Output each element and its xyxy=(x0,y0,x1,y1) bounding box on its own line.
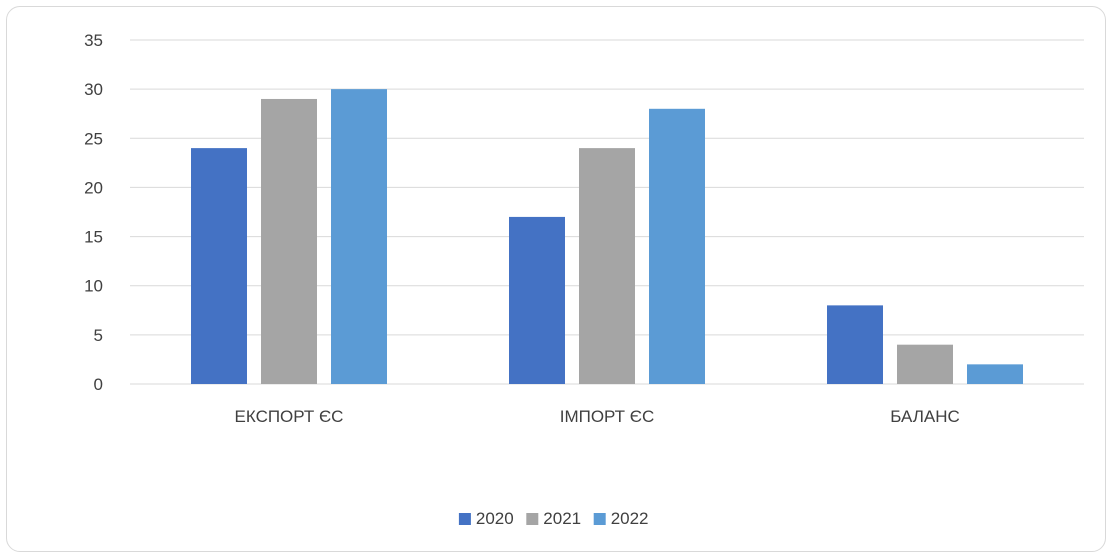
y-tick-label: 0 xyxy=(94,375,103,394)
y-tick-label: 25 xyxy=(84,129,103,148)
bar-2022-0 xyxy=(331,89,387,385)
legend-label: 2021 xyxy=(543,509,581,528)
y-tick-label: 15 xyxy=(84,228,103,247)
category-label: БАЛАНС xyxy=(890,407,960,426)
bar-2022-2 xyxy=(967,364,1023,384)
bar-2020-0 xyxy=(191,148,247,384)
bar-2020-1 xyxy=(509,216,565,384)
bars xyxy=(191,89,1023,385)
category-label: ІМПОРТ ЄС xyxy=(560,407,655,426)
legend-label: 2020 xyxy=(476,509,514,528)
legend: 2020 2021 2022 xyxy=(458,509,649,528)
y-tick-label: 35 xyxy=(84,31,103,50)
y-tick-label: 30 xyxy=(84,80,103,99)
legend-swatch-2021 xyxy=(526,513,539,525)
bar-2021-1 xyxy=(579,148,635,384)
bar-2022-1 xyxy=(649,108,705,385)
legend-swatch-2020 xyxy=(458,513,471,525)
bar-2020-2 xyxy=(827,305,883,384)
y-axis-tick-labels: 0 5 10 15 20 25 30 35 xyxy=(84,31,103,394)
bar-2021-0 xyxy=(261,98,317,384)
bar-2021-2 xyxy=(897,344,953,384)
y-tick-label: 20 xyxy=(84,178,103,197)
category-labels: ЕКСПОРТ ЄС ІМПОРТ ЄС БАЛАНС xyxy=(235,407,960,426)
category-label: ЕКСПОРТ ЄС xyxy=(235,407,344,426)
legend-swatch-2022 xyxy=(593,513,606,525)
y-tick-label: 10 xyxy=(84,277,103,296)
legend-label: 2022 xyxy=(611,509,649,528)
y-tick-label: 5 xyxy=(94,326,103,345)
